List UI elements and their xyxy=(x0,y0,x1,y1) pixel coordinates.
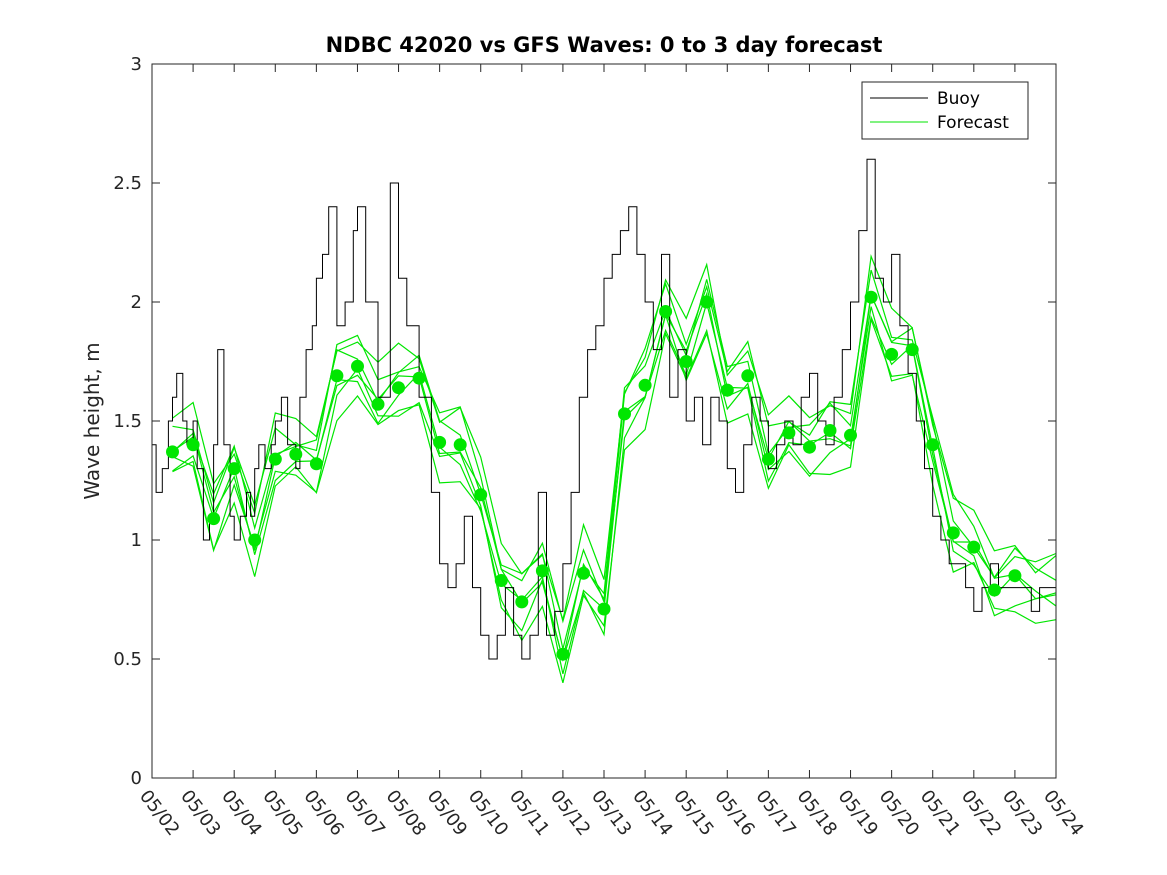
forecast-markers xyxy=(166,290,1022,661)
forecast-marker xyxy=(967,540,981,554)
chart-title: NDBC 42020 vs GFS Waves: 0 to 3 day fore… xyxy=(326,33,883,57)
legend-buoy-label: Buoy xyxy=(937,89,980,109)
forecast-marker xyxy=(474,488,488,502)
forecast-run-line xyxy=(172,269,1057,624)
forecast-marker xyxy=(453,438,467,452)
forecast-marker xyxy=(844,428,857,442)
y-tick-label: 3 xyxy=(131,54,142,75)
forecast-marker xyxy=(987,583,1001,597)
forecast-marker xyxy=(618,407,631,421)
forecast-marker xyxy=(248,533,262,547)
y-ticks: 0 0.5 1 1.5 2 2.5 3 xyxy=(113,54,1056,789)
forecast-marker xyxy=(1008,569,1022,583)
forecast-marker xyxy=(433,435,447,449)
forecast-marker xyxy=(309,457,323,471)
forecast-marker xyxy=(351,359,364,373)
forecast-marker xyxy=(577,566,590,580)
forecast-marker xyxy=(268,452,282,466)
forecast-marker xyxy=(926,438,940,452)
forecast-marker xyxy=(741,369,755,383)
forecast-marker xyxy=(289,447,303,461)
legend-forecast-label: Forecast xyxy=(937,113,1009,133)
forecast-marker xyxy=(494,574,508,587)
forecast-marker xyxy=(823,424,837,437)
forecast-marker xyxy=(803,440,816,454)
forecast-marker xyxy=(597,602,611,616)
y-tick-label: 2 xyxy=(131,292,142,313)
forecast-marker xyxy=(515,595,529,609)
forecast-marker xyxy=(679,355,693,368)
forecast-run-line xyxy=(172,254,1057,623)
forecast-marker xyxy=(330,369,344,383)
buoy-series xyxy=(152,158,1056,660)
y-tick-label: 0.5 xyxy=(113,649,142,670)
buoy-line xyxy=(152,158,1056,660)
y-tick-label: 0 xyxy=(131,768,142,789)
forecast-marker xyxy=(207,512,221,526)
forecast-marker xyxy=(761,452,775,466)
y-tick-label: 1.5 xyxy=(113,411,142,432)
forecast-marker xyxy=(700,295,714,309)
forecast-marker xyxy=(885,347,899,361)
forecast-run-line xyxy=(172,319,1057,683)
forecast-marker xyxy=(720,383,734,397)
forecast-marker xyxy=(659,305,673,318)
plot-frame xyxy=(151,63,1057,779)
forecast-marker xyxy=(392,381,405,395)
legend: Buoy Forecast xyxy=(861,81,1029,140)
forecast-marker xyxy=(535,564,549,578)
forecast-marker xyxy=(782,426,796,440)
forecast-marker xyxy=(946,526,960,540)
y-axis-label: Wave height, m xyxy=(80,342,104,499)
legend-box xyxy=(861,81,1029,140)
forecast-marker xyxy=(186,438,200,452)
forecast-marker xyxy=(864,290,878,304)
forecast-marker xyxy=(412,371,426,385)
y-tick-label: 1 xyxy=(131,530,142,551)
y-tick-label: 2.5 xyxy=(113,173,142,194)
forecast-marker xyxy=(166,445,179,459)
plot-area xyxy=(152,64,1056,778)
forecast-marker xyxy=(556,647,570,661)
forecast-marker xyxy=(638,378,652,392)
forecast-marker xyxy=(227,462,241,476)
forecast-marker xyxy=(371,397,385,411)
forecast-marker xyxy=(905,343,919,357)
